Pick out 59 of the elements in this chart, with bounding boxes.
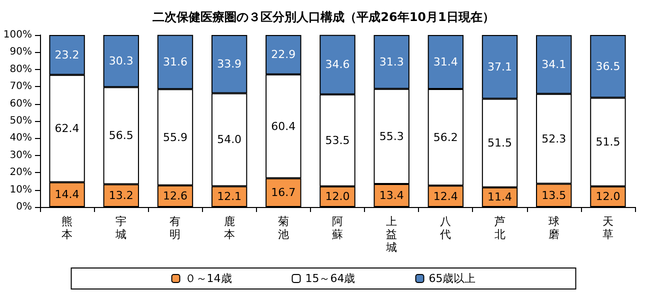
y-tick-label: 90% — [10, 46, 32, 58]
data-label: 13.4 — [379, 188, 404, 202]
y-tick-label: 60% — [10, 98, 32, 110]
data-label: 34.6 — [325, 58, 350, 72]
data-label: 11.4 — [488, 190, 512, 204]
data-label: 31.4 — [433, 56, 458, 69]
data-label: 53.5 — [325, 134, 350, 147]
y-tick-label: 80% — [10, 64, 32, 75]
data-label: 51.5 — [488, 136, 512, 150]
y-tick-label: 10% — [10, 184, 32, 196]
data-label: 37.1 — [488, 60, 512, 74]
x-tick-label: 阿蘇 — [332, 215, 343, 241]
y-tick-label: 70% — [10, 81, 32, 92]
x-tick-label: 菊池 — [278, 215, 289, 241]
data-label: 16.7 — [271, 186, 296, 200]
y-tick-label: 40% — [10, 132, 32, 144]
data-label: 12.6 — [162, 190, 188, 203]
y-tick-label: 30% — [10, 150, 32, 161]
data-label: 51.5 — [596, 136, 620, 149]
data-label: 22.9 — [271, 48, 296, 62]
chart-title: 二次保健医療圏の３区分別人口構成（平成26年10月1日現在） — [152, 10, 494, 24]
x-tick-label: 天草 — [602, 215, 614, 241]
data-label: 13.2 — [108, 189, 134, 202]
data-label: 30.3 — [108, 54, 134, 68]
data-label: 31.3 — [379, 55, 404, 68]
data-label: 52.3 — [542, 132, 566, 146]
data-label: 12.4 — [433, 190, 458, 203]
x-tick-label: 球磨 — [548, 215, 560, 241]
y-tick-label: 20% — [10, 167, 32, 178]
data-label: 14.4 — [54, 188, 80, 202]
x-tick-label: 鹿本 — [224, 215, 235, 241]
legend-label: ０～14歳 — [184, 272, 232, 285]
data-label: 55.9 — [162, 130, 188, 144]
data-label: 56.5 — [108, 129, 134, 142]
data-label: 33.9 — [217, 58, 242, 71]
data-label: 12.0 — [325, 190, 350, 204]
data-label: 34.1 — [542, 58, 566, 71]
data-label: 31.6 — [162, 56, 188, 69]
y-tick-label: 0% — [16, 202, 32, 212]
data-label: 62.4 — [54, 122, 80, 136]
data-label: 54.0 — [217, 133, 242, 146]
data-label: 60.4 — [271, 120, 296, 133]
x-tick-label: 有明 — [170, 215, 181, 241]
data-label: 36.5 — [596, 60, 620, 73]
data-label: 12.1 — [217, 190, 242, 204]
y-tick-label: 100% — [3, 30, 32, 40]
x-tick-label: 宇城 — [114, 215, 127, 241]
data-label: 55.3 — [379, 130, 404, 143]
x-tick-label: 熊本 — [62, 215, 73, 241]
x-tick-label: 八代 — [439, 215, 452, 241]
data-label: 12.0 — [596, 190, 620, 204]
legend-label: 65歳以上 — [428, 272, 476, 285]
x-tick-label: 上益城 — [385, 215, 398, 254]
y-tick-label: 50% — [10, 116, 32, 126]
legend-label: 15～64歳 — [305, 272, 356, 285]
data-label: 13.5 — [542, 188, 566, 202]
x-tick-label: 芦北 — [494, 215, 506, 241]
data-label: 23.2 — [54, 48, 80, 62]
data-label: 56.2 — [433, 130, 458, 144]
